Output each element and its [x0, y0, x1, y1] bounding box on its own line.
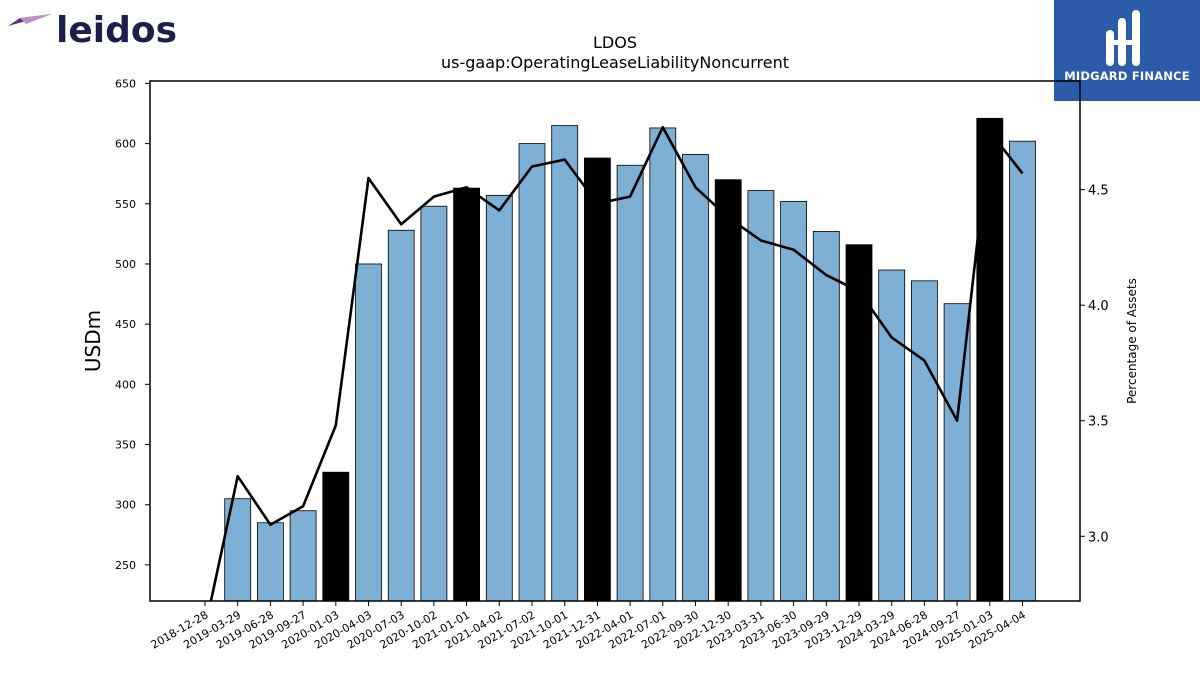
y-tick-label: 450 [115, 318, 136, 331]
y2-tick-label: 3.0 [1088, 530, 1109, 545]
y-tick-label: 500 [115, 258, 136, 271]
bar-2020-10-02 [420, 205, 448, 602]
y2-tick-label: 4.5 [1088, 184, 1109, 199]
bar-2021-01-01 [453, 187, 481, 602]
leidos-logo: leidos [6, 4, 177, 51]
y-tick-label: 600 [115, 138, 136, 151]
bar-2025-04-04 [1009, 140, 1036, 602]
y2-tick-label: 4.0 [1088, 299, 1109, 314]
bar-2022-09-30 [682, 154, 709, 602]
bar-2020-01-03 [322, 471, 350, 602]
bar-2021-10-01 [551, 125, 579, 602]
percentage-of-assets-line [209, 125, 1024, 601]
bar-2023-06-30 [780, 200, 807, 602]
midgard-finance-wordmark: MIDGARD FINANCE [1064, 69, 1190, 83]
y-tick-label: 250 [115, 559, 136, 572]
bar-2022-04-01 [616, 164, 644, 602]
bar-2019-09-27 [289, 510, 317, 602]
bar-2020-04-03 [355, 263, 382, 602]
y-axis-label: USDm [81, 310, 105, 372]
leidos-wordmark: leidos [56, 10, 176, 48]
chart-title: LDOS [593, 33, 637, 52]
bar-2020-07-03 [387, 229, 415, 602]
plot-frame [149, 80, 1081, 602]
bar-2022-12-30 [714, 179, 742, 602]
y-tick-label: 650 [115, 77, 136, 90]
bar-2021-07-02 [518, 143, 546, 602]
bar-2021-04-02 [485, 194, 513, 602]
midgard-finance-logo: MIDGARD FINANCE [1054, 0, 1200, 101]
y2-tick-label: 3.5 [1088, 415, 1109, 430]
y-tick-label: 550 [115, 198, 136, 211]
bar-2022-07-01 [649, 127, 677, 602]
bar-2019-06-28 [256, 522, 284, 602]
bar-2023-03-31 [747, 190, 775, 602]
y-tick-label: 400 [115, 378, 136, 391]
bar-2025-01-03 [976, 117, 1004, 602]
bar-2024-03-29 [878, 269, 906, 602]
bar-2023-09-29 [812, 231, 840, 602]
y-tick-label: 300 [115, 499, 136, 512]
bar-2023-12-29 [845, 244, 873, 602]
bar-2021-12-31 [584, 157, 611, 602]
chart-subtitle: us-gaap:OperatingLeaseLiabilityNoncurren… [441, 53, 789, 72]
y-tick-label: 350 [115, 439, 136, 452]
y2-axis-label: Percentage of Assets [1125, 278, 1139, 404]
bar-2024-06-28 [911, 280, 938, 602]
